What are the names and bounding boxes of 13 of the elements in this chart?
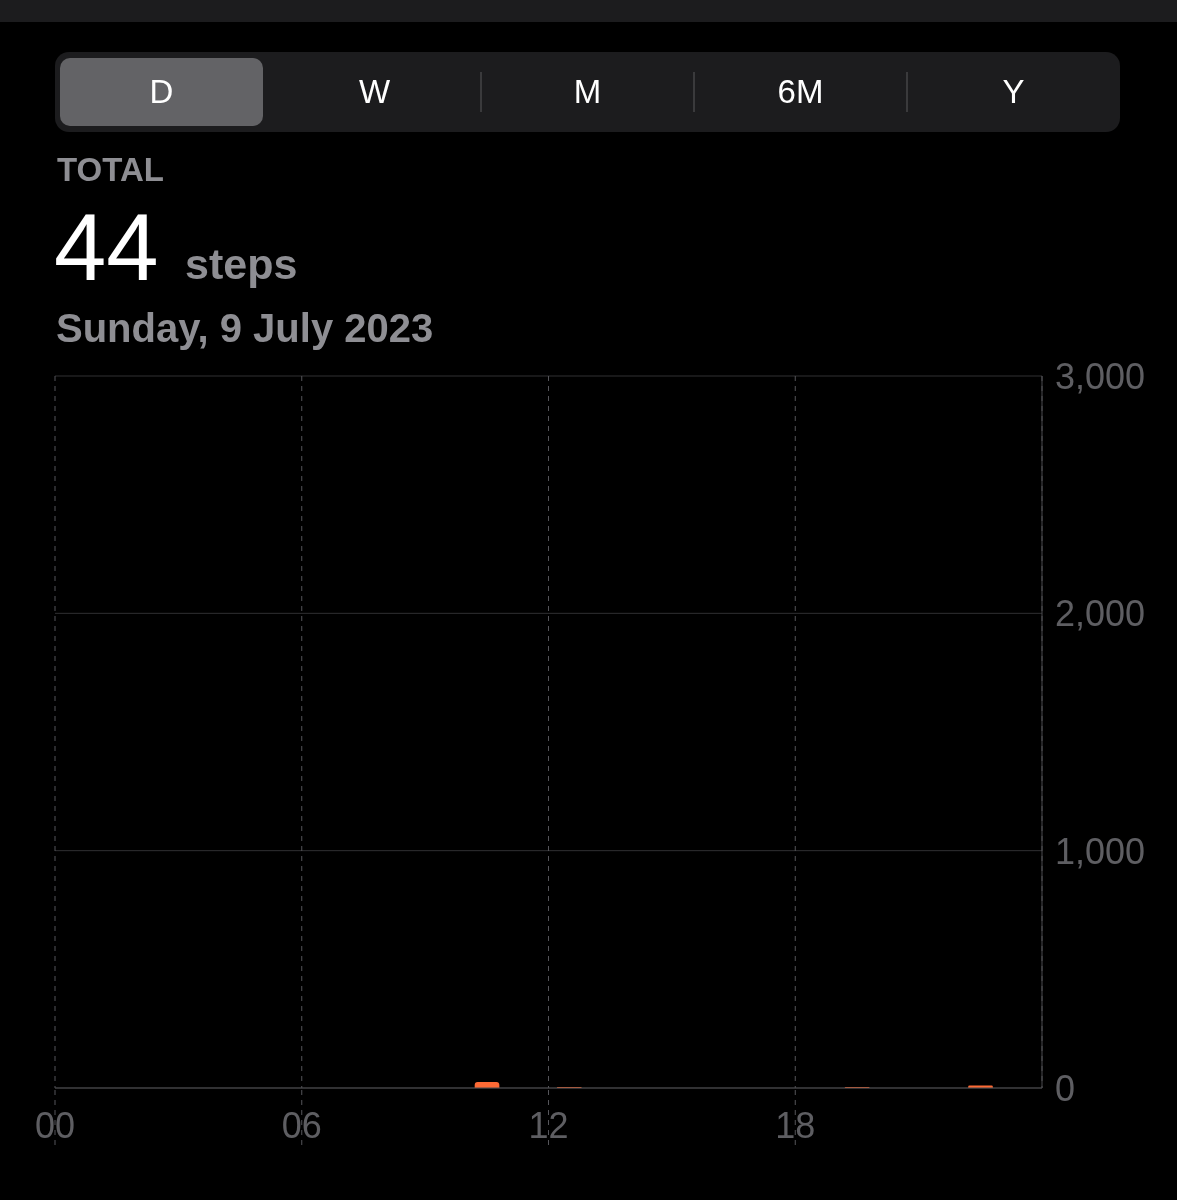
chart-title: TOTAL (57, 150, 164, 190)
y-tick-label: 3,000 (1055, 355, 1146, 397)
text: steps (185, 239, 298, 290)
y-tick-label: 2,000 (1055, 593, 1146, 635)
y-tick-label: 1,000 (1055, 830, 1146, 872)
segmented-control: D W M 6M Y (55, 52, 1120, 132)
x-tick-label: 18 (775, 1105, 816, 1146)
x-tick-label: 06 (281, 1105, 322, 1146)
chart-subtitle: Sunday, 9 July 2023 (56, 305, 434, 352)
x-tick-label: 00 (34, 1105, 76, 1146)
text: 44 (54, 195, 159, 300)
y-tick-label: 0 (1055, 1067, 1076, 1109)
x-tick-label: 12 (528, 1105, 569, 1146)
